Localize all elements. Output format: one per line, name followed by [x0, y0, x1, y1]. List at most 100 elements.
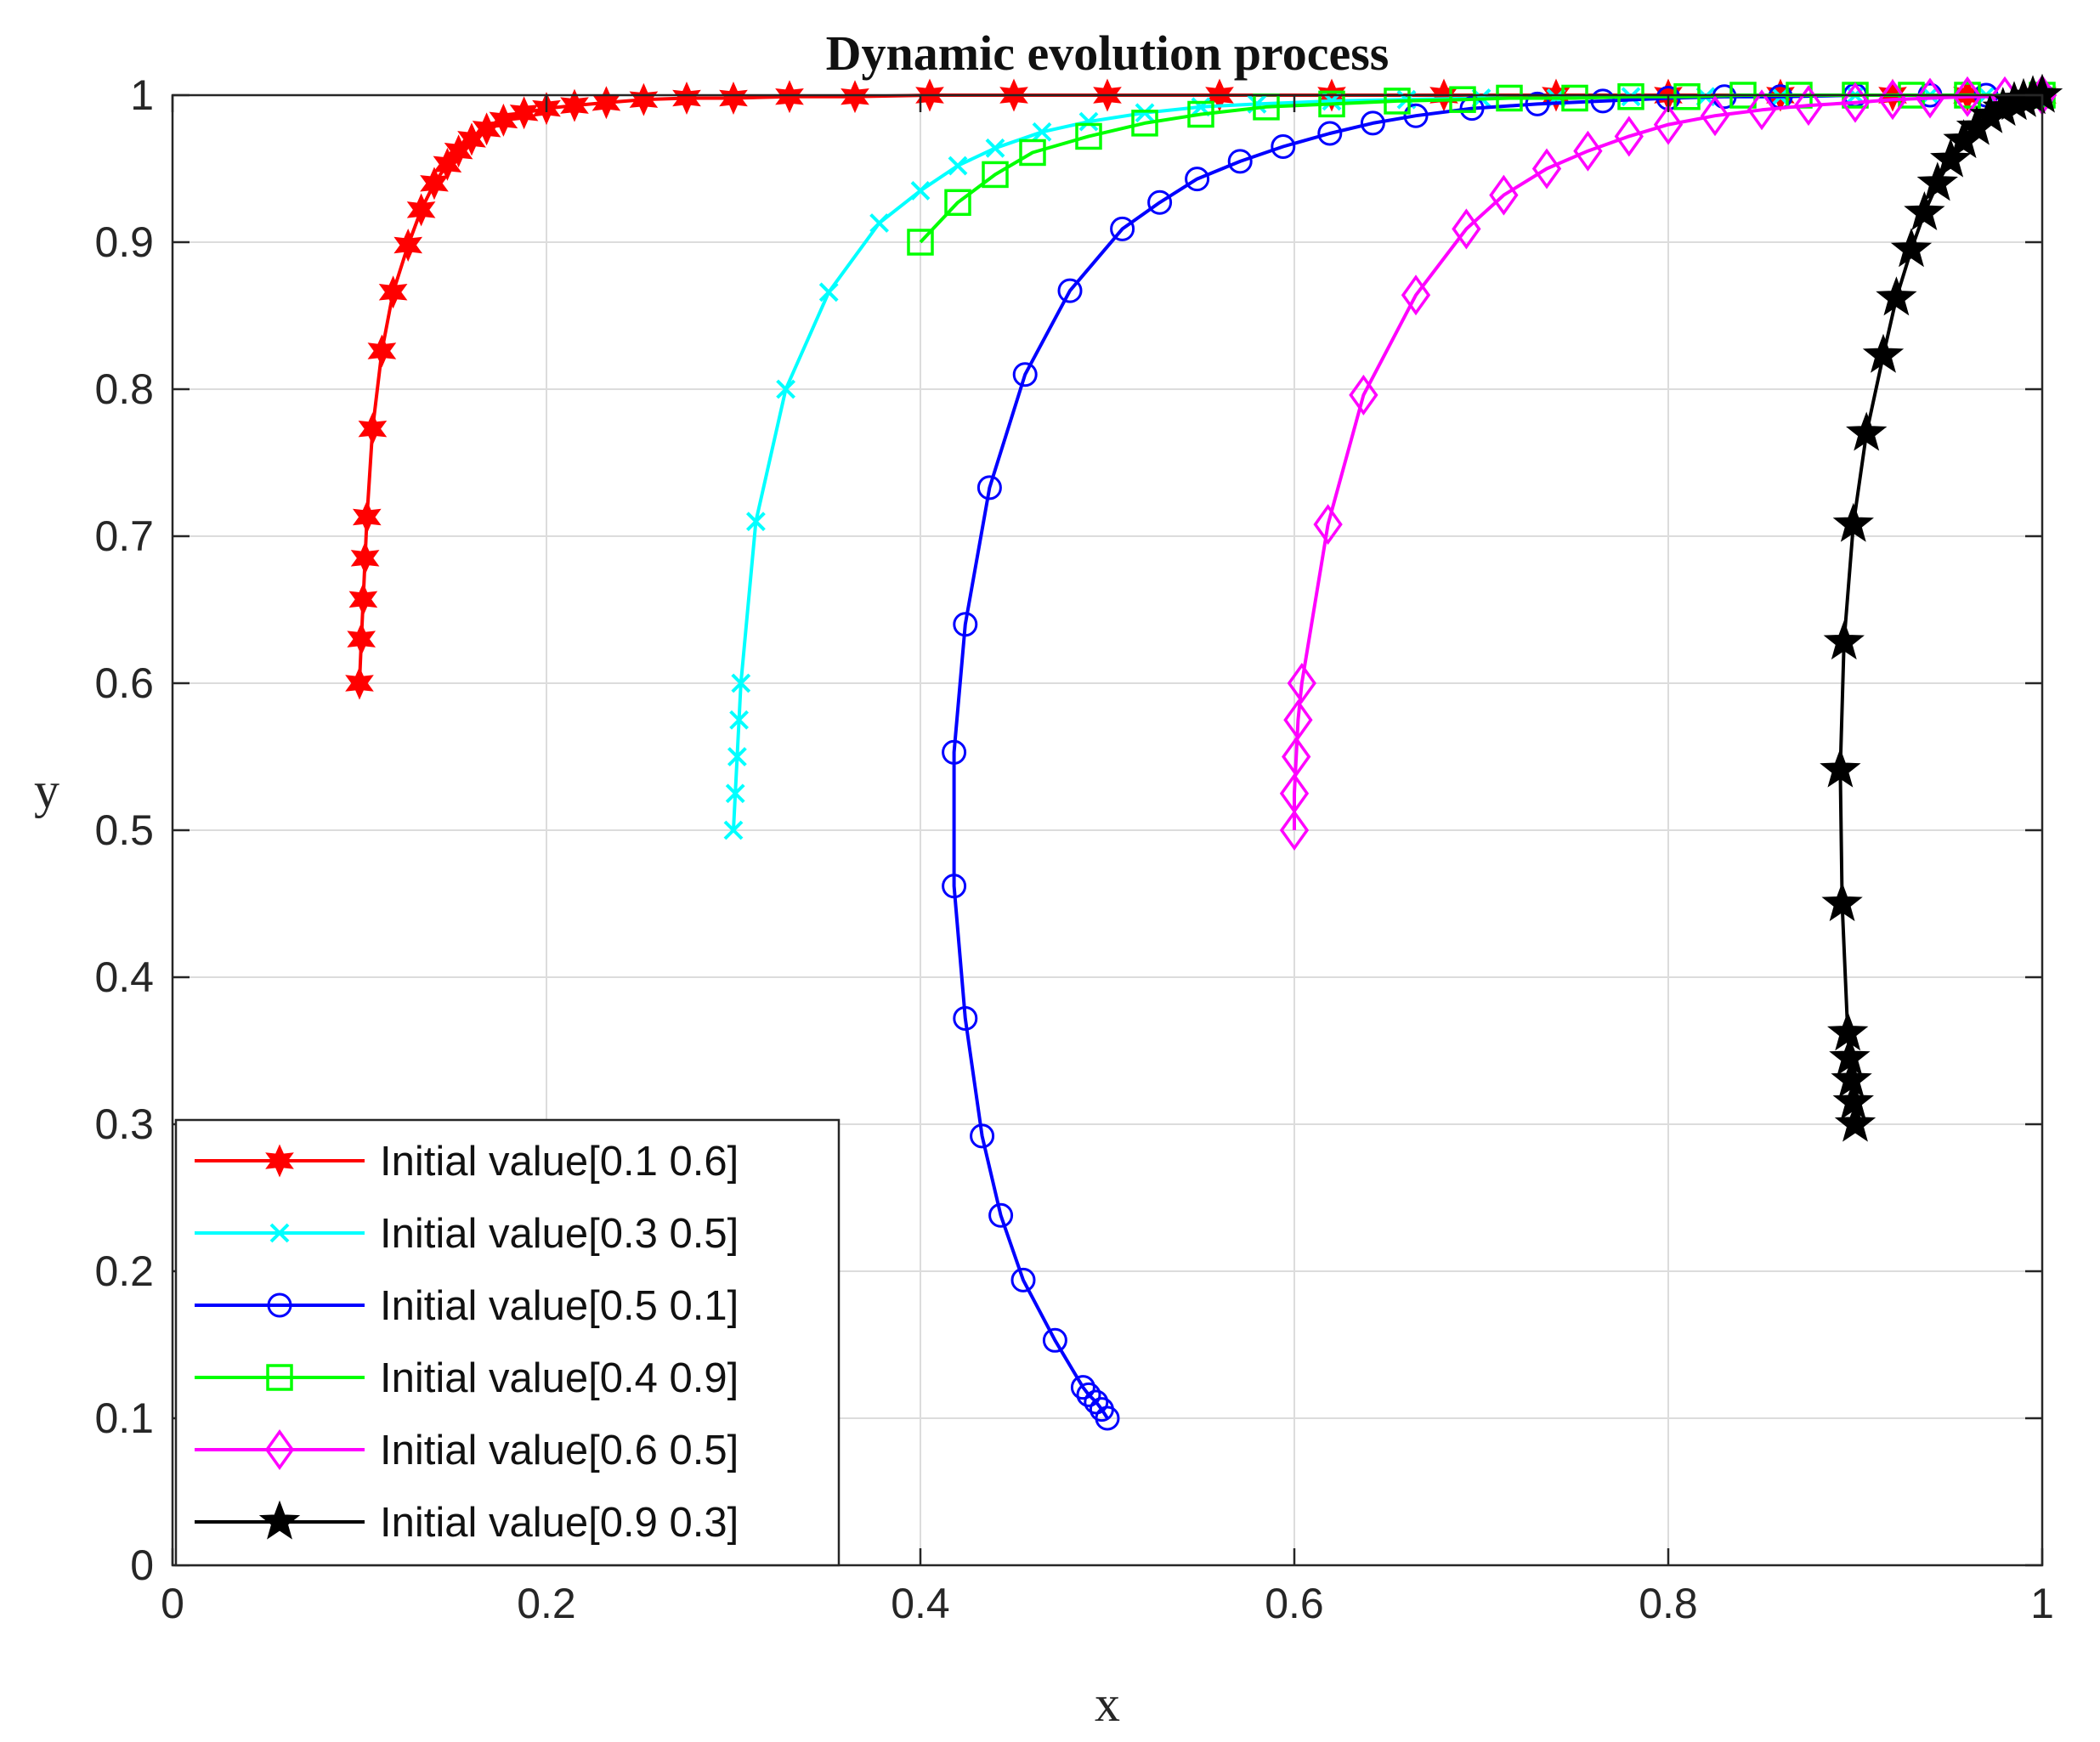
data-point	[907, 229, 934, 256]
data-point	[345, 666, 374, 700]
data-point	[1313, 504, 1343, 546]
data-point	[406, 193, 436, 227]
data-point	[729, 710, 750, 730]
y-tick-label: 0.7	[94, 512, 154, 560]
data-point	[1317, 121, 1343, 146]
data-point	[1360, 110, 1385, 136]
data-point	[672, 82, 701, 115]
legend-entry: Initial value[0.3 0.5]	[195, 1211, 739, 1257]
data-point	[1401, 274, 1431, 316]
legend-label: Initial value[0.5 0.1]	[380, 1283, 739, 1329]
data-point	[1930, 138, 1972, 178]
data-point	[1876, 276, 1917, 316]
data-point	[1010, 1267, 1036, 1292]
legend-marker	[266, 1364, 293, 1391]
data-point	[1823, 620, 1865, 660]
data-point	[1012, 362, 1038, 387]
data-point	[1070, 1375, 1095, 1400]
data-point	[841, 80, 869, 114]
data-point	[1042, 1327, 1067, 1353]
data-point	[723, 820, 744, 840]
data-point	[985, 138, 1005, 158]
data-point	[1057, 278, 1083, 303]
data-point	[1617, 82, 1644, 110]
data-point	[1915, 77, 1945, 119]
legend-entry: Initial value[0.6 0.5]	[195, 1428, 739, 1473]
data-point	[1862, 333, 1905, 373]
data-point	[1135, 103, 1155, 123]
data-point	[1076, 1382, 1101, 1407]
data-point	[1131, 110, 1158, 137]
x-tick-label: 0.8	[1639, 1580, 1698, 1627]
data-point	[970, 1123, 995, 1149]
data-point	[367, 334, 397, 368]
data-point	[1829, 1036, 1871, 1076]
data-point	[1561, 84, 1588, 112]
data-point	[719, 82, 748, 115]
y-tick-label: 0.8	[94, 365, 154, 413]
data-point	[776, 379, 796, 399]
data-point	[348, 582, 378, 616]
data-point	[869, 213, 890, 233]
data-point	[1614, 116, 1644, 157]
data-point	[1832, 1080, 1874, 1120]
data-point	[1846, 411, 1888, 451]
data-point	[1084, 1389, 1109, 1415]
data-point	[1877, 79, 1908, 121]
data-point	[1384, 88, 1411, 115]
ticks: 0 0.2 0.4 0.6 0.8 1 0 0.1 0.2 0.3 0.4 0.5 0.6 0.7 0.8 0…	[94, 71, 2053, 1627]
legend-label: Initial value[0.3 0.5]	[380, 1211, 739, 1257]
x-tick-label: 1	[2030, 1580, 2054, 1627]
data-point	[1452, 208, 1481, 250]
data-point	[942, 739, 967, 765]
data-point	[1831, 1058, 1872, 1098]
legend-label: Initial value[0.1 0.6]	[380, 1139, 739, 1185]
data-point	[725, 783, 745, 804]
data-point	[1916, 161, 1958, 201]
data-point	[1185, 167, 1210, 192]
data-point	[745, 512, 766, 532]
data-point	[1890, 228, 1933, 268]
data-point	[1147, 189, 1173, 215]
data-point	[1019, 139, 1046, 167]
data-point	[1187, 100, 1214, 128]
data-point	[953, 1005, 978, 1031]
x-tick-label: 0	[161, 1580, 184, 1627]
data-point	[818, 282, 839, 303]
y-tick-label: 0.1	[94, 1394, 154, 1442]
data-point	[629, 82, 659, 116]
data-point	[775, 80, 804, 114]
series-6	[1820, 73, 2063, 1142]
legend-entry: Initial value[0.5 0.1]	[195, 1283, 739, 1329]
data-point	[1075, 122, 1102, 150]
data-point	[1459, 96, 1485, 122]
data-point	[1349, 374, 1378, 416]
data-point	[1832, 502, 1874, 542]
y-tick-label: 0.6	[94, 659, 154, 707]
data-point	[1282, 736, 1311, 778]
data-point	[1827, 1011, 1869, 1051]
data-point	[1279, 809, 1310, 851]
data-point	[731, 673, 751, 693]
data-point	[1271, 134, 1296, 160]
data-point	[1834, 1102, 1876, 1142]
data-point	[910, 181, 931, 201]
data-point	[1531, 148, 1562, 189]
data-point	[988, 1202, 1014, 1228]
data-point	[1089, 1397, 1114, 1422]
legend-marker	[265, 1144, 294, 1178]
x-tick-label: 0.2	[517, 1580, 576, 1627]
legend-marker	[264, 1428, 295, 1471]
legend-box	[174, 1118, 841, 1567]
series-layer	[345, 73, 2063, 1431]
data-point	[1032, 122, 1052, 142]
data-point	[944, 189, 971, 217]
data-point	[1110, 216, 1135, 241]
data-point	[560, 88, 589, 122]
y-tick-label: 0.5	[94, 806, 154, 854]
y-tick-label: 0.3	[94, 1100, 154, 1148]
data-point	[1573, 130, 1603, 172]
data-point	[1904, 190, 1945, 230]
data-point	[358, 412, 388, 446]
